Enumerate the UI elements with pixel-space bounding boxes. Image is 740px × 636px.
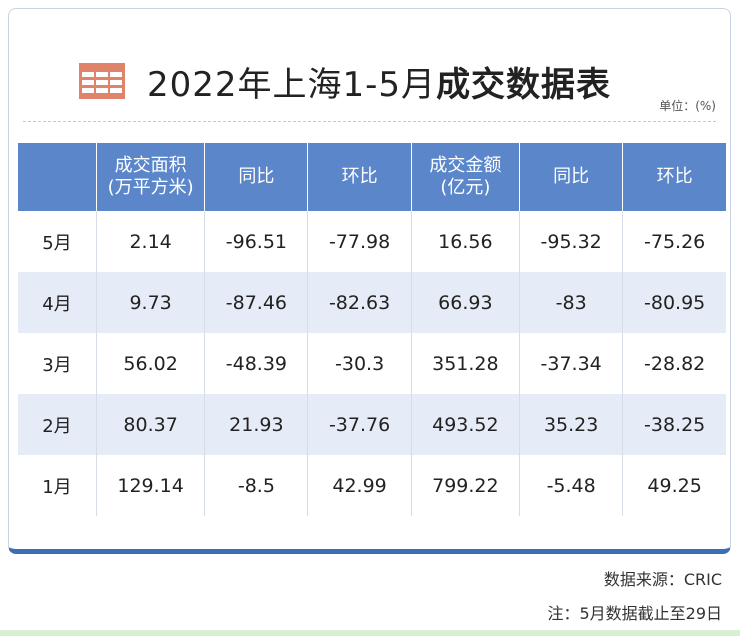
- header-area-mom: 环比: [307, 143, 412, 211]
- header-month: [18, 143, 97, 211]
- cell-month: 4月: [18, 272, 97, 333]
- footnote: 注：5月数据截止至29日: [547, 604, 722, 623]
- table-row: 3月 56.02 -48.39 -30.3 351.28 -37.34 -28.…: [18, 333, 726, 394]
- cell-amount-mom: -28.82: [622, 333, 726, 394]
- cell-amount: 16.56: [410, 211, 520, 272]
- table-row: 2月 80.37 21.93 -37.76 493.52 35.23 -38.2…: [18, 394, 726, 455]
- table-row: 5月 2.14 -96.51 -77.98 16.56 -95.32 -75.2…: [18, 211, 726, 272]
- cell-area-mom: -77.98: [307, 211, 412, 272]
- cell-area-mom: 42.99: [307, 455, 412, 516]
- unit-label: 单位：(%): [659, 99, 716, 113]
- header-area-line1: 成交面积: [114, 155, 187, 176]
- cell-area: 9.73: [95, 272, 205, 333]
- title-prefix: 2022年上海1-5月: [147, 64, 437, 105]
- cell-amount-mom: -75.26: [622, 211, 726, 272]
- cell-amount: 799.22: [410, 455, 520, 516]
- cell-amount: 493.52: [410, 394, 520, 455]
- cell-area-yoy: 21.93: [204, 394, 308, 455]
- header-amount: 成交金额 (亿元): [410, 143, 520, 211]
- cell-amount-mom: 49.25: [622, 455, 726, 516]
- cell-area-mom: -30.3: [307, 333, 412, 394]
- data-table: 成交面积 (万平方米) 同比 环比 成交金额 (亿元) 同比 环比 5月 2.14 …: [18, 143, 726, 516]
- table-row: 4月 9.73 -87.46 -82.63 66.93 -83 -80.95: [18, 272, 726, 333]
- cell-area: 80.37: [95, 394, 205, 455]
- header-area-line2: (万平方米): [107, 177, 194, 198]
- cell-month: 3月: [42, 354, 72, 376]
- header-amount-yoy: 同比: [519, 143, 623, 211]
- table-icon: [79, 63, 125, 99]
- cell-area-yoy: -48.39: [204, 333, 308, 394]
- cell-amount-mom: -38.25: [622, 394, 726, 455]
- header-amount-mom: 环比: [622, 143, 726, 211]
- header-amount-line2: (亿元): [440, 177, 491, 198]
- cell-amount-mom: -80.95: [622, 272, 726, 333]
- cell-area: 2.14: [95, 211, 205, 272]
- cell-area-yoy: -96.51: [204, 211, 308, 272]
- cell-amount-yoy: -95.32: [519, 211, 623, 272]
- cell-month: 2月: [18, 394, 97, 455]
- dashed-divider: [23, 121, 716, 122]
- header-amount-line1: 成交金额: [429, 155, 502, 176]
- cell-area-yoy: -87.46: [204, 272, 308, 333]
- title-row: 2022年上海1-5月成交数据表: [79, 53, 611, 109]
- cell-amount: 66.93: [410, 272, 520, 333]
- cell-area-mom: -37.76: [307, 394, 412, 455]
- cell-area-mom: -82.63: [307, 272, 412, 333]
- cell-month: 1月: [42, 476, 72, 498]
- cell-amount-yoy: -5.48: [519, 455, 623, 516]
- cell-month: 5月: [42, 232, 72, 254]
- header-area: 成交面积 (万平方米): [95, 143, 205, 211]
- cell-amount-yoy: 35.23: [519, 394, 623, 455]
- page-title: 2022年上海1-5月成交数据表: [147, 57, 611, 106]
- header-area-yoy: 同比: [204, 143, 308, 211]
- data-source: 数据来源：CRIC: [603, 570, 722, 589]
- cell-area: 56.02: [95, 333, 205, 394]
- title-emphasis: 成交数据表: [436, 64, 612, 105]
- cell-amount-yoy: -37.34: [519, 333, 623, 394]
- table-header-row: 成交面积 (万平方米) 同比 环比 成交金额 (亿元) 同比 环比: [18, 143, 726, 211]
- cell-area-yoy: -8.5: [204, 455, 308, 516]
- cell-amount-yoy: -83: [519, 272, 623, 333]
- table-row: 1月 129.14 -8.5 42.99 799.22 -5.48 49.25: [18, 455, 726, 516]
- cell-area: 129.14: [95, 455, 205, 516]
- cell-amount: 351.28: [410, 333, 520, 394]
- bottom-strip: [0, 630, 740, 636]
